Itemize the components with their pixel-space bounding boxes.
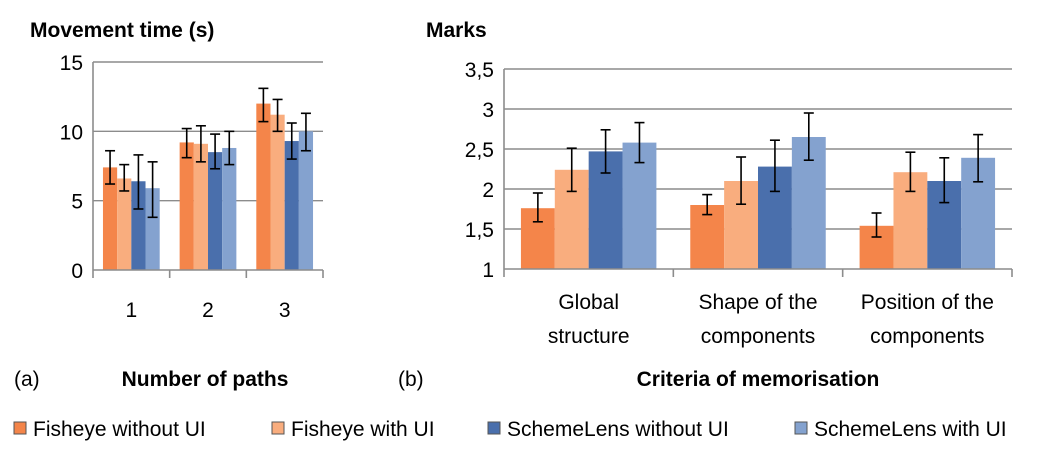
y-tick-label: 3	[482, 99, 494, 122]
chart-b-panel-label: (b)	[398, 368, 424, 391]
chart-a-x-axis-label: Number of paths	[122, 368, 289, 391]
legend-label: Fisheye without UI	[33, 418, 206, 441]
chart-a-axes	[92, 62, 324, 278]
chart-b-error-bars	[532, 112, 984, 238]
legend-swatch	[487, 421, 501, 435]
legend-label: SchemeLens without UI	[507, 418, 729, 441]
bar	[145, 188, 160, 270]
bar	[284, 141, 299, 270]
x-tick-label: Position of the	[861, 291, 994, 314]
x-tick-label: 1	[125, 299, 137, 322]
bar	[622, 142, 657, 269]
x-tick-label: Shape of the	[698, 291, 817, 314]
chart-b-x-axis-label: Criteria of memorisation	[637, 368, 880, 391]
y-tick-label: 1,5	[465, 219, 494, 242]
legend-label: Fisheye with UI	[291, 418, 435, 441]
chart-a-bars	[102, 103, 314, 271]
y-tick-label: 2,5	[465, 139, 494, 162]
chart-b-axes	[503, 69, 1013, 277]
y-tick-label: 1	[482, 259, 494, 282]
chart-b: Marks 1 1,5 2 2,5 3 3,5 Global structure Shape …	[398, 19, 1013, 391]
bar	[117, 178, 132, 270]
bar	[193, 143, 208, 270]
y-tick-label: 3,5	[465, 59, 494, 82]
bar	[690, 205, 725, 269]
chart-b-x-tick-labels: Global structure Shape of the components Pos…	[548, 291, 994, 348]
x-tick-label: Global	[558, 291, 619, 314]
bar	[222, 147, 237, 270]
y-tick-label: 5	[71, 191, 83, 214]
bar	[102, 167, 118, 270]
x-tick-label: components	[870, 325, 984, 348]
legend-label: SchemeLens with UI	[814, 418, 1007, 441]
chart-a-panel-label: (a)	[14, 368, 40, 391]
legend-swatch	[271, 421, 285, 435]
bar	[179, 142, 194, 270]
chart-a-x-tick-labels: 1 2 3	[125, 299, 290, 322]
chart-a-y-tick-labels: 0 5 10 15	[60, 52, 83, 283]
legend-swatch	[794, 421, 808, 435]
y-tick-label: 0	[71, 260, 83, 283]
y-tick-label: 15	[60, 52, 83, 75]
chart-b-title: Marks	[426, 19, 487, 42]
x-tick-label: components	[701, 325, 815, 348]
chart-a: Movement time (s) 0 5 10 15 1 2 3 (a) Number …	[14, 19, 324, 391]
x-tick-label: structure	[548, 325, 630, 348]
bar	[270, 114, 285, 271]
chart-a-title: Movement time (s)	[30, 19, 214, 42]
bar	[298, 131, 314, 270]
y-tick-label: 10	[60, 121, 83, 144]
x-tick-label: 3	[279, 299, 291, 322]
bar	[208, 152, 223, 270]
bar	[131, 181, 146, 270]
chart-b-bars	[520, 137, 996, 269]
legend: Fisheye without UI Fisheye with UI SchemeL…	[13, 418, 1007, 441]
chart-b-y-tick-labels: 1 1,5 2 2,5 3 3,5	[465, 59, 494, 282]
x-tick-label: 2	[202, 299, 214, 322]
bar	[256, 103, 271, 270]
chart-a-error-bars	[105, 87, 311, 219]
legend-swatch	[13, 421, 27, 435]
y-tick-label: 2	[482, 179, 494, 202]
